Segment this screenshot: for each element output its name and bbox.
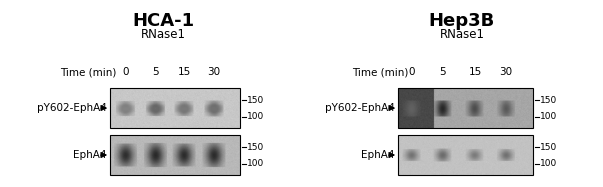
Text: 15: 15: [177, 67, 191, 77]
Text: EphA4: EphA4: [362, 150, 395, 160]
Text: 100: 100: [247, 159, 264, 168]
Text: 15: 15: [469, 67, 482, 77]
Text: 100: 100: [540, 159, 557, 168]
Bar: [110, 88, 240, 128]
Text: 5: 5: [152, 67, 159, 77]
Text: HCA-1: HCA-1: [132, 12, 194, 30]
Text: RNase1: RNase1: [440, 28, 484, 41]
Text: 100: 100: [540, 112, 557, 121]
Text: 0: 0: [122, 67, 129, 77]
Text: RNase1: RNase1: [140, 28, 186, 41]
Text: 30: 30: [499, 67, 513, 77]
Text: EphA4: EphA4: [74, 150, 107, 160]
Text: pY602-EphA4: pY602-EphA4: [37, 103, 107, 113]
Text: 0: 0: [408, 67, 415, 77]
Text: 100: 100: [247, 112, 264, 121]
Text: 150: 150: [247, 96, 264, 105]
Text: 5: 5: [439, 67, 446, 77]
Text: pY602-EphA4: pY602-EphA4: [325, 103, 395, 113]
Text: 150: 150: [247, 142, 264, 151]
Text: Time (min): Time (min): [60, 67, 116, 77]
Bar: [110, 135, 240, 175]
Bar: [398, 88, 533, 128]
Bar: [398, 135, 533, 175]
Text: Time (min): Time (min): [352, 67, 408, 77]
Text: 30: 30: [207, 67, 221, 77]
Text: Hep3B: Hep3B: [429, 12, 495, 30]
Text: 150: 150: [540, 142, 557, 151]
Text: 150: 150: [540, 96, 557, 105]
